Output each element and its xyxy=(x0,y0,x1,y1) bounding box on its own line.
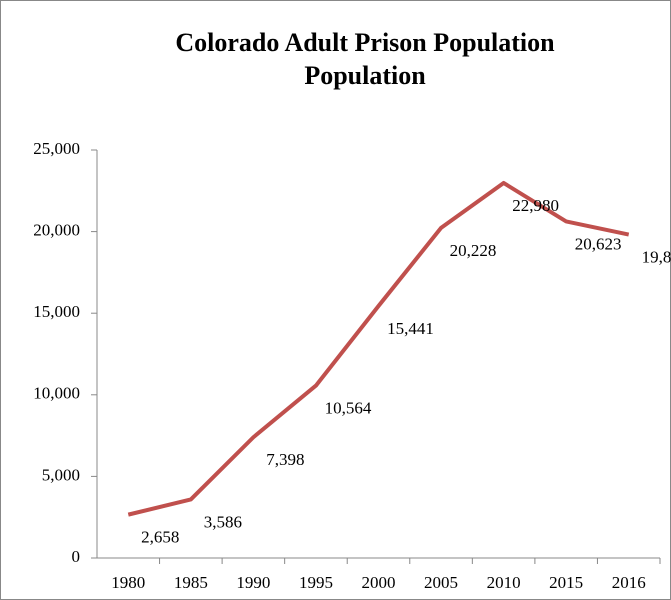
y-tick-label: 10,000 xyxy=(33,384,80,403)
x-tick-label: 2010 xyxy=(487,573,521,592)
data-label: 2,658 xyxy=(141,528,179,547)
y-tick-label: 5,000 xyxy=(42,465,80,484)
y-tick-label: 0 xyxy=(72,547,81,566)
data-label: 20,623 xyxy=(575,234,622,253)
y-tick-label: 15,000 xyxy=(33,302,80,321)
x-tick-label: 2005 xyxy=(424,573,458,592)
y-tick-label: 25,000 xyxy=(33,139,80,158)
chart-title: Colorado Adult Prison Population xyxy=(175,28,555,57)
data-label: 3,586 xyxy=(204,512,242,531)
data-label: 19,82 xyxy=(642,247,671,266)
x-tick-label: 2000 xyxy=(362,573,396,592)
data-label: 7,398 xyxy=(266,450,304,469)
x-tick-label: 1995 xyxy=(299,573,333,592)
data-line xyxy=(127,180,630,517)
x-tick-label: 1980 xyxy=(111,573,145,592)
x-tick-label: 1985 xyxy=(174,573,208,592)
y-tick-label: 20,000 xyxy=(33,221,80,240)
chart-title: Population xyxy=(304,61,426,90)
data-label: 22,980 xyxy=(512,196,559,215)
data-label: 15,441 xyxy=(387,319,434,338)
data-label: 10,564 xyxy=(325,399,372,418)
data-label: 20,228 xyxy=(450,241,497,260)
x-tick-label: 1990 xyxy=(236,573,270,592)
x-tick-label: 2015 xyxy=(549,573,583,592)
x-tick-label: 2016 xyxy=(612,573,646,592)
